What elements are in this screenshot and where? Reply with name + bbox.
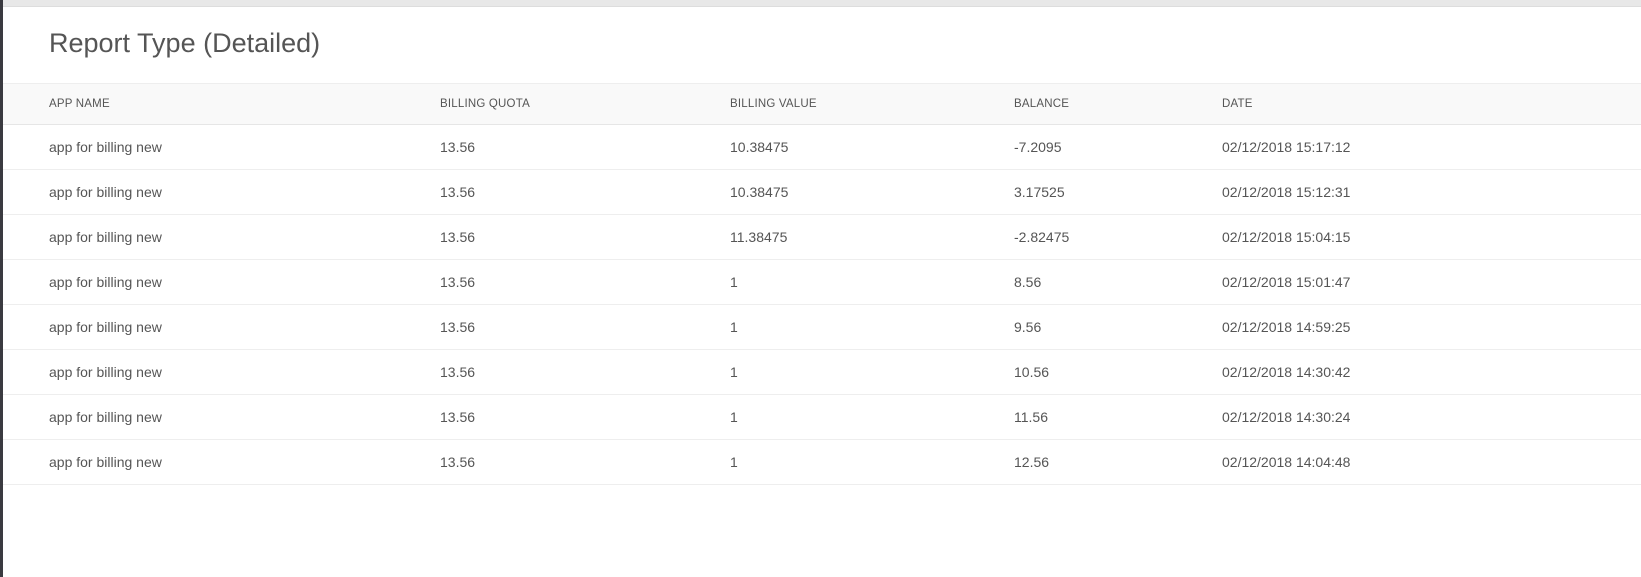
left-border xyxy=(0,0,3,577)
table-row: app for billing new 13.56 1 12.56 02/12/2018… xyxy=(3,439,1641,485)
cell-balance: 12.56 xyxy=(1014,439,1222,485)
cell-billing-quota: 13.56 xyxy=(440,214,730,260)
cell-app-name: app for billing new xyxy=(3,124,440,170)
cell-date: 02/12/2018 15:12:31 xyxy=(1222,169,1641,215)
cell-app-name: app for billing new xyxy=(3,169,440,215)
table-row: app for billing new 13.56 1 10.56 02/12/2018… xyxy=(3,349,1641,395)
column-header-balance: BALANCE xyxy=(1014,83,1222,125)
report-table: APP NAME BILLING QUOTA BILLING VALUE BAL… xyxy=(3,83,1641,485)
cell-date: 02/12/2018 14:30:24 xyxy=(1222,394,1641,440)
cell-billing-quota: 13.56 xyxy=(440,259,730,305)
cell-date: 02/12/2018 15:04:15 xyxy=(1222,214,1641,260)
cell-billing-value: 1 xyxy=(730,304,1014,350)
cell-app-name: app for billing new xyxy=(3,439,440,485)
column-header-app-name: APP NAME xyxy=(3,83,440,125)
cell-billing-quota: 13.56 xyxy=(440,394,730,440)
cell-app-name: app for billing new xyxy=(3,259,440,305)
table-row: app for billing new 13.56 11.38475 -2.82475… xyxy=(3,214,1641,260)
cell-balance: 9.56 xyxy=(1014,304,1222,350)
column-header-date: DATE xyxy=(1222,83,1641,125)
cell-billing-value: 1 xyxy=(730,439,1014,485)
table-row: app for billing new 13.56 1 9.56 02/12/2018 … xyxy=(3,304,1641,350)
cell-date: 02/12/2018 14:04:48 xyxy=(1222,439,1641,485)
cell-app-name: app for billing new xyxy=(3,394,440,440)
cell-app-name: app for billing new xyxy=(3,349,440,395)
cell-balance: 10.56 xyxy=(1014,349,1222,395)
cell-billing-value: 1 xyxy=(730,349,1014,395)
column-header-billing-value: BILLING VALUE xyxy=(730,83,1014,125)
cell-billing-quota: 13.56 xyxy=(440,349,730,395)
cell-billing-value: 11.38475 xyxy=(730,214,1014,260)
table-header-row: APP NAME BILLING QUOTA BILLING VALUE BAL… xyxy=(3,83,1641,125)
cell-billing-value: 10.38475 xyxy=(730,169,1014,215)
cell-balance: -2.82475 xyxy=(1014,214,1222,260)
cell-billing-value: 10.38475 xyxy=(730,124,1014,170)
cell-balance: 3.17525 xyxy=(1014,169,1222,215)
cell-date: 02/12/2018 14:59:25 xyxy=(1222,304,1641,350)
cell-app-name: app for billing new xyxy=(3,214,440,260)
cell-balance: -7.2095 xyxy=(1014,124,1222,170)
page-title: Report Type (Detailed) xyxy=(49,28,321,58)
cell-balance: 8.56 xyxy=(1014,259,1222,305)
cell-app-name: app for billing new xyxy=(3,304,440,350)
cell-billing-quota: 13.56 xyxy=(440,304,730,350)
table-row: app for billing new 13.56 10.38475 3.17525 0… xyxy=(3,169,1641,215)
table-row: app for billing new 13.56 1 11.56 02/12/2018… xyxy=(3,394,1641,440)
cell-billing-value: 1 xyxy=(730,394,1014,440)
cell-billing-value: 1 xyxy=(730,259,1014,305)
top-bar xyxy=(0,0,1641,7)
cell-date: 02/12/2018 14:30:42 xyxy=(1222,349,1641,395)
table-row: app for billing new 13.56 10.38475 -7.2095 0… xyxy=(3,124,1641,170)
cell-billing-quota: 13.56 xyxy=(440,124,730,170)
cell-balance: 11.56 xyxy=(1014,394,1222,440)
cell-billing-quota: 13.56 xyxy=(440,439,730,485)
cell-date: 02/12/2018 15:01:47 xyxy=(1222,259,1641,305)
table-row: app for billing new 13.56 1 8.56 02/12/2018 … xyxy=(3,259,1641,305)
column-header-billing-quota: BILLING QUOTA xyxy=(440,83,730,125)
cell-date: 02/12/2018 15:17:12 xyxy=(1222,124,1641,170)
cell-billing-quota: 13.56 xyxy=(440,169,730,215)
